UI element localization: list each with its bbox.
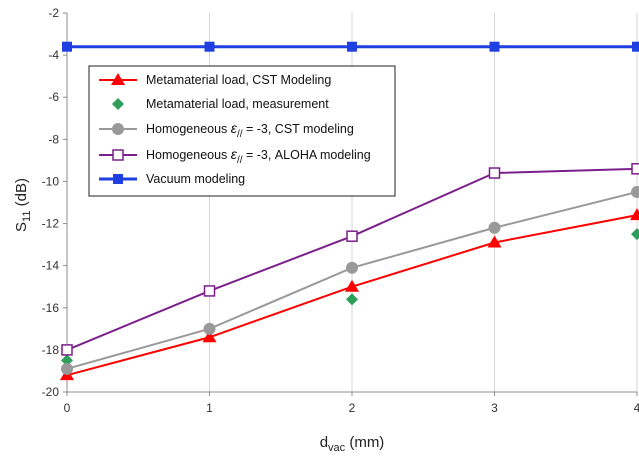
legend-label: Homogeneous ε// = -3, ALOHA modeling: [146, 146, 371, 166]
series-layer: [60, 41, 639, 381]
y-tick-label: -2: [48, 6, 59, 20]
data-point: [346, 230, 358, 242]
data-point: [487, 235, 502, 248]
legend-label-prefix: Homogeneous: [146, 148, 231, 162]
y-tick-label: -6: [48, 90, 59, 104]
legend-label-suffix: = -3, ALOHA modeling: [243, 148, 371, 162]
series-3: [61, 163, 639, 356]
legend: Metamaterial load, CST Modeling Metamater…: [88, 65, 396, 197]
data-point: [345, 279, 359, 292]
data-point: [631, 185, 639, 198]
legend-entry: Homogeneous ε// = -3, ALOHA modeling: [99, 146, 371, 166]
legend-entry: Metamaterial load, CST Modeling: [99, 73, 331, 87]
legend-label-prefix: Homogeneous: [146, 122, 231, 136]
legend-label: Metamaterial load, measurement: [146, 97, 329, 111]
data-point: [488, 167, 501, 179]
x-axis-label-unit: (mm): [345, 434, 384, 451]
x-tick-label: 4: [634, 401, 639, 415]
data-point: [630, 208, 639, 221]
data-point: [204, 41, 215, 52]
y-axis-label-sub: 11: [21, 211, 33, 222]
y-tick-labels: -2 -4 -6 -8 -10 -12 -14 -16 -18 -20: [42, 6, 60, 399]
axes: [63, 12, 638, 396]
data-point: [62, 41, 72, 52]
legend-marker: [111, 73, 125, 85]
series-0: [60, 208, 639, 381]
x-tick-label: 2: [349, 401, 356, 415]
data-point: [203, 322, 216, 335]
series-1: [61, 228, 639, 367]
data-point: [61, 344, 73, 356]
legend-box: [88, 65, 396, 197]
series-2: [61, 185, 639, 375]
data-point: [632, 41, 639, 52]
data-point: [61, 362, 73, 375]
y-tick-label: -8: [48, 132, 59, 146]
y-axis-label-main: S: [13, 222, 30, 232]
y-tick-label: -14: [42, 259, 60, 273]
legend-label-symbol: ε: [231, 146, 238, 162]
y-axis-label: S11 (dB): [13, 178, 33, 232]
x-tick-label: 3: [491, 401, 498, 415]
data-point: [346, 293, 358, 306]
x-tick-labels: 0 1 2 3 4: [64, 401, 639, 415]
legend-entry: Metamaterial load, measurement: [112, 97, 329, 111]
legend-marker: [112, 123, 124, 135]
data-point: [61, 354, 73, 367]
x-axis-label-main: d: [320, 434, 328, 451]
legend-marker: [112, 98, 124, 110]
data-point: [346, 261, 358, 274]
data-point: [631, 228, 639, 241]
x-tick-label: 1: [206, 401, 213, 415]
data-point: [489, 41, 500, 52]
data-point: [631, 163, 639, 175]
y-tick-label: -4: [48, 48, 59, 62]
data-point: [203, 285, 216, 297]
y-tick-label: -18: [42, 343, 60, 357]
legend-entry: Homogeneous ε// = -3, CST modeling: [99, 120, 354, 140]
data-point: [347, 41, 357, 52]
legend-label-sub: //: [237, 129, 243, 140]
data-point: [202, 330, 217, 343]
y-tick-label: -20: [42, 385, 60, 399]
y-axis-label-unit: (dB): [13, 178, 30, 211]
legend-label: Homogeneous ε// = -3, CST modeling: [146, 120, 354, 140]
legend-marker: [112, 149, 124, 161]
legend-label: Metamaterial load, CST Modeling: [146, 73, 331, 87]
legend-label-symbol: ε: [231, 120, 238, 136]
y-tick-label: -12: [42, 217, 60, 231]
legend-label-suffix: = -3, CST modeling: [243, 122, 354, 136]
legend-entry: Vacuum modeling: [99, 172, 245, 186]
y-tick-label: -10: [42, 174, 60, 188]
legend-label: Vacuum modeling: [146, 172, 245, 186]
x-axis-label-sub: vac: [328, 442, 346, 454]
legend-marker: [113, 174, 123, 184]
data-point: [488, 221, 501, 234]
series-4: [62, 41, 639, 52]
y-tick-label: -16: [42, 301, 60, 315]
x-axis-label: dvac (mm): [320, 434, 385, 454]
legend-label-sub: //: [237, 155, 243, 166]
x-tick-label: 0: [64, 401, 71, 415]
